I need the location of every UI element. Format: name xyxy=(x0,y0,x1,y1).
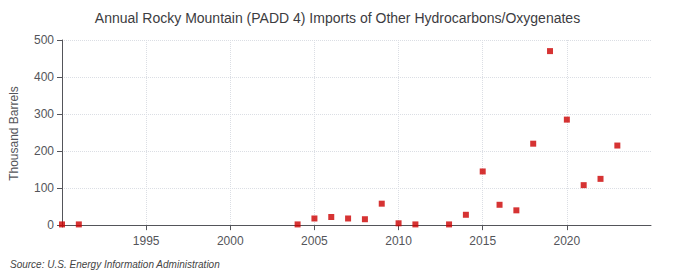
svg-text:2000: 2000 xyxy=(217,234,244,248)
svg-text:100: 100 xyxy=(34,181,54,195)
svg-text:0: 0 xyxy=(47,218,54,232)
svg-text:500: 500 xyxy=(34,33,54,47)
svg-text:300: 300 xyxy=(34,107,54,121)
svg-text:2010: 2010 xyxy=(385,234,412,248)
svg-text:2020: 2020 xyxy=(554,234,581,248)
svg-text:Annual Rocky Mountain (PADD 4): Annual Rocky Mountain (PADD 4) Imports o… xyxy=(95,10,580,26)
svg-text:Thousand Barrels: Thousand Barrels xyxy=(7,86,21,181)
svg-text:2015: 2015 xyxy=(469,234,496,248)
svg-text:Source: U.S. Energy Informatio: Source: U.S. Energy Information Administ… xyxy=(10,259,220,270)
svg-text:400: 400 xyxy=(34,70,54,84)
svg-text:2005: 2005 xyxy=(301,234,328,248)
svg-text:200: 200 xyxy=(34,144,54,158)
svg-text:1995: 1995 xyxy=(133,234,160,248)
